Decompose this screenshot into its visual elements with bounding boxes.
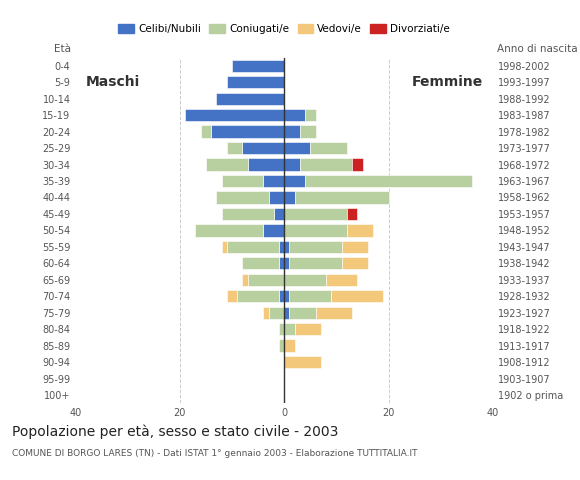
Bar	[300, 125, 316, 138]
Bar	[284, 208, 347, 220]
Bar	[222, 175, 263, 187]
Bar	[284, 274, 326, 286]
Bar	[269, 192, 284, 204]
Text: Maschi: Maschi	[86, 75, 140, 89]
Text: Popolazione per età, sesso e stato civile - 2003: Popolazione per età, sesso e stato civil…	[12, 425, 338, 439]
Bar	[310, 142, 347, 154]
Bar	[352, 158, 362, 171]
Bar	[284, 109, 305, 121]
Bar	[284, 175, 305, 187]
Bar	[295, 192, 389, 204]
Bar	[237, 290, 279, 302]
Bar	[248, 158, 284, 171]
Text: Età: Età	[54, 44, 71, 54]
Bar	[263, 175, 284, 187]
Bar	[222, 240, 227, 253]
Bar	[227, 142, 242, 154]
Bar	[201, 125, 211, 138]
Bar	[284, 323, 295, 336]
Bar	[242, 274, 248, 286]
Bar	[289, 257, 342, 269]
Bar	[274, 208, 284, 220]
Bar	[195, 224, 263, 237]
Bar	[284, 142, 310, 154]
Bar	[284, 224, 347, 237]
Bar	[347, 208, 357, 220]
Bar	[242, 257, 279, 269]
Bar	[289, 240, 342, 253]
Bar	[284, 290, 289, 302]
Bar	[216, 192, 269, 204]
Bar	[289, 290, 331, 302]
Bar	[279, 290, 284, 302]
Bar	[211, 125, 284, 138]
Bar	[227, 240, 279, 253]
Bar	[305, 175, 472, 187]
Bar	[206, 158, 248, 171]
Text: Femmine: Femmine	[411, 75, 483, 89]
Bar	[227, 290, 237, 302]
Bar	[326, 274, 357, 286]
Bar	[284, 240, 289, 253]
Bar	[185, 109, 284, 121]
Bar	[269, 307, 284, 319]
Bar	[279, 323, 284, 336]
Bar	[279, 240, 284, 253]
Bar	[279, 339, 284, 352]
Bar	[331, 290, 383, 302]
Bar	[284, 125, 300, 138]
Bar	[284, 158, 300, 171]
Bar	[300, 158, 352, 171]
Bar	[216, 93, 284, 105]
Bar	[222, 208, 274, 220]
Bar	[305, 109, 316, 121]
Bar	[342, 240, 368, 253]
Bar	[316, 307, 352, 319]
Bar	[342, 257, 368, 269]
Bar	[248, 274, 284, 286]
Bar	[289, 307, 316, 319]
Bar	[284, 356, 321, 368]
Bar	[242, 142, 284, 154]
Text: COMUNE DI BORGO LARES (TN) - Dati ISTAT 1° gennaio 2003 - Elaborazione TUTTITALI: COMUNE DI BORGO LARES (TN) - Dati ISTAT …	[12, 449, 417, 458]
Bar	[295, 323, 321, 336]
Bar	[284, 192, 295, 204]
Bar	[347, 224, 373, 237]
Bar	[227, 76, 284, 88]
Bar	[263, 224, 284, 237]
Bar	[263, 307, 269, 319]
Bar	[284, 257, 289, 269]
Legend: Celibi/Nubili, Coniugati/e, Vedovi/e, Divorziati/e: Celibi/Nubili, Coniugati/e, Vedovi/e, Di…	[114, 20, 454, 38]
Bar	[279, 257, 284, 269]
Bar	[232, 60, 284, 72]
Bar	[284, 307, 289, 319]
Bar	[284, 339, 295, 352]
Text: Anno di nascita: Anno di nascita	[497, 44, 578, 54]
